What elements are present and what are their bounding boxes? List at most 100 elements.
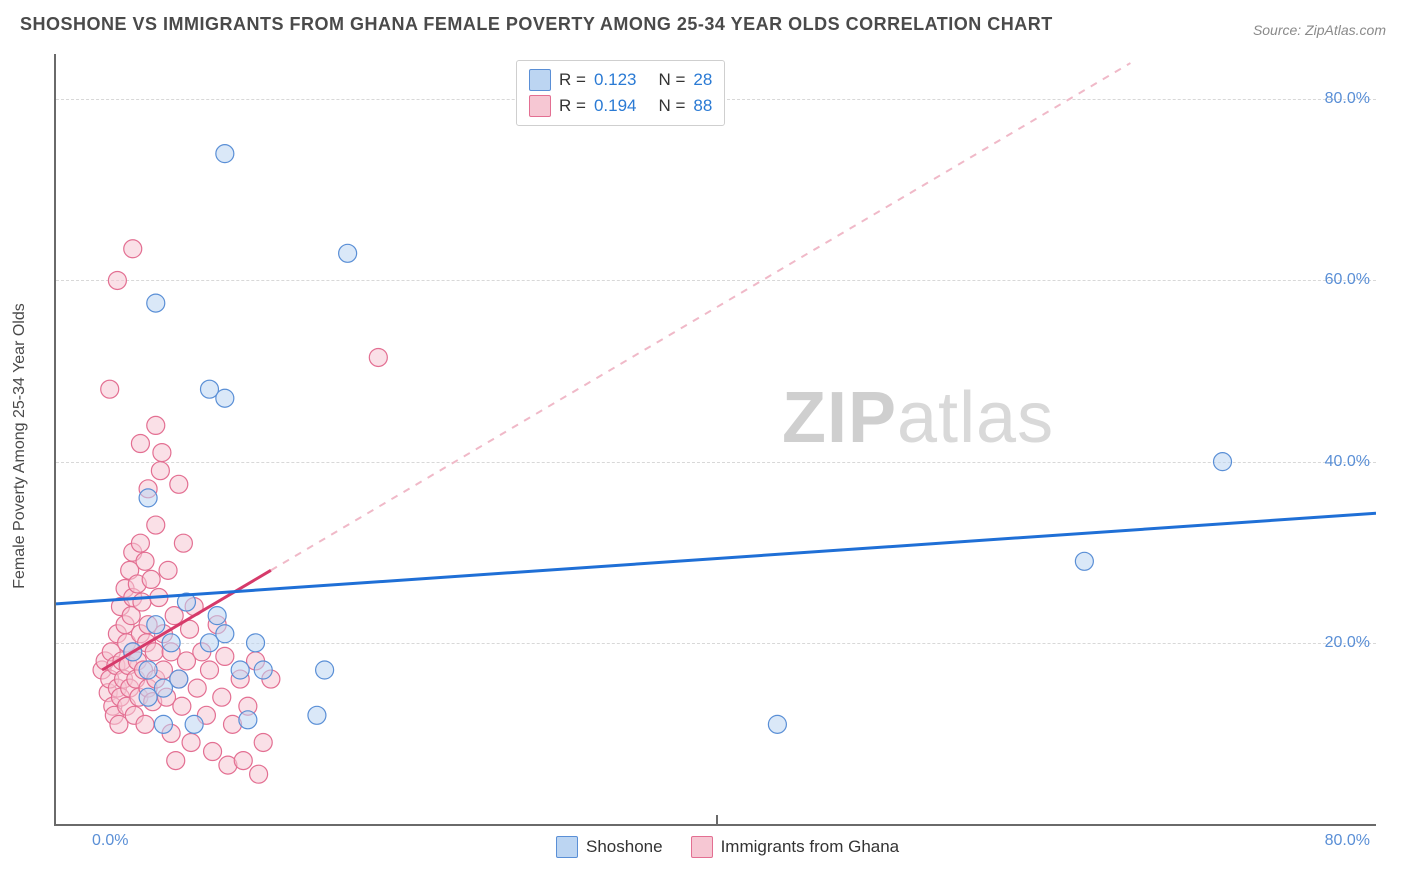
trend-line <box>271 63 1131 570</box>
data-point <box>116 579 134 597</box>
legend-item: Immigrants from Ghana <box>691 836 900 858</box>
data-point <box>101 380 119 398</box>
data-point <box>111 688 129 706</box>
x-tick-mark <box>716 815 718 825</box>
chart-title: SHOSHONE VS IMMIGRANTS FROM GHANA FEMALE… <box>20 14 1053 35</box>
data-point <box>219 756 237 774</box>
data-point <box>124 589 142 607</box>
data-point <box>193 643 211 661</box>
legend-series: Shoshone Immigrants from Ghana <box>556 836 899 858</box>
data-point <box>142 570 160 588</box>
data-point <box>139 489 157 507</box>
legend-r-label: R = <box>559 70 586 90</box>
legend-swatch <box>529 95 551 117</box>
data-point <box>139 688 157 706</box>
data-point <box>113 652 131 670</box>
data-point <box>177 593 195 611</box>
data-point <box>182 733 200 751</box>
data-point <box>158 688 176 706</box>
data-point <box>200 380 218 398</box>
y-tick-label: 80.0% <box>1325 90 1370 108</box>
data-point <box>147 516 165 534</box>
x-tick-label: 80.0% <box>1325 832 1370 850</box>
gridline <box>56 462 1376 463</box>
data-point <box>139 480 157 498</box>
data-point <box>104 697 122 715</box>
data-point <box>213 688 231 706</box>
data-point <box>124 643 142 661</box>
data-point <box>254 661 272 679</box>
gridline <box>56 280 1376 281</box>
gridline <box>56 643 1376 644</box>
data-point <box>105 706 123 724</box>
watermark: ZIPatlas <box>782 377 1054 459</box>
data-point <box>107 656 125 674</box>
legend-n-value: 28 <box>693 70 712 90</box>
data-point <box>139 679 157 697</box>
data-point <box>188 679 206 697</box>
scatter-plot: ZIPatlas 20.0%40.0%60.0%80.0%0.0%80.0%R … <box>54 54 1376 826</box>
data-point <box>339 244 357 262</box>
data-point <box>154 661 172 679</box>
data-point <box>96 652 114 670</box>
source-label: Source: ZipAtlas.com <box>1253 22 1386 38</box>
legend-swatch <box>529 69 551 91</box>
data-point <box>139 661 157 679</box>
data-point <box>208 607 226 625</box>
legend-item: Shoshone <box>556 836 663 858</box>
data-point <box>110 715 128 733</box>
data-point <box>130 688 148 706</box>
legend-series-name: Immigrants from Ghana <box>721 837 900 857</box>
data-point <box>93 661 111 679</box>
data-point <box>254 733 272 751</box>
data-point <box>197 706 215 724</box>
data-point <box>154 625 172 643</box>
legend-row: R = 0.123 N = 28 <box>529 67 712 93</box>
data-point <box>239 697 257 715</box>
data-point <box>108 679 126 697</box>
y-axis-label: Female Poverty Among 25-34 Year Olds <box>11 246 29 646</box>
data-point <box>216 625 234 643</box>
data-point <box>262 670 280 688</box>
data-point <box>121 679 139 697</box>
data-point <box>128 575 146 593</box>
data-point <box>234 752 252 770</box>
legend-r-value: 0.194 <box>594 96 637 116</box>
data-point <box>131 534 149 552</box>
legend-r-value: 0.123 <box>594 70 637 90</box>
data-point <box>121 561 139 579</box>
data-point <box>101 670 119 688</box>
data-point <box>147 416 165 434</box>
data-point <box>239 711 257 729</box>
data-point <box>111 598 129 616</box>
data-point <box>116 616 134 634</box>
data-point <box>231 661 249 679</box>
x-tick-label: 0.0% <box>92 832 128 850</box>
y-tick-label: 40.0% <box>1325 453 1370 471</box>
data-point <box>136 715 154 733</box>
data-point <box>167 752 185 770</box>
legend-n-label: N = <box>658 70 685 90</box>
data-point <box>165 607 183 625</box>
data-point <box>174 534 192 552</box>
y-tick-label: 60.0% <box>1325 271 1370 289</box>
data-point <box>216 647 234 665</box>
data-point <box>124 240 142 258</box>
data-point <box>150 589 168 607</box>
data-point <box>136 552 154 570</box>
data-point <box>200 661 218 679</box>
data-point <box>124 643 142 661</box>
data-point <box>125 706 143 724</box>
data-point <box>208 616 226 634</box>
data-point <box>216 145 234 163</box>
data-point <box>115 670 133 688</box>
data-point <box>247 652 265 670</box>
data-point <box>133 593 151 611</box>
trend-line <box>56 513 1376 604</box>
data-point <box>162 724 180 742</box>
legend-swatch <box>556 836 578 858</box>
data-point <box>224 715 242 733</box>
data-point <box>170 670 188 688</box>
data-point <box>768 715 786 733</box>
data-point <box>147 670 165 688</box>
